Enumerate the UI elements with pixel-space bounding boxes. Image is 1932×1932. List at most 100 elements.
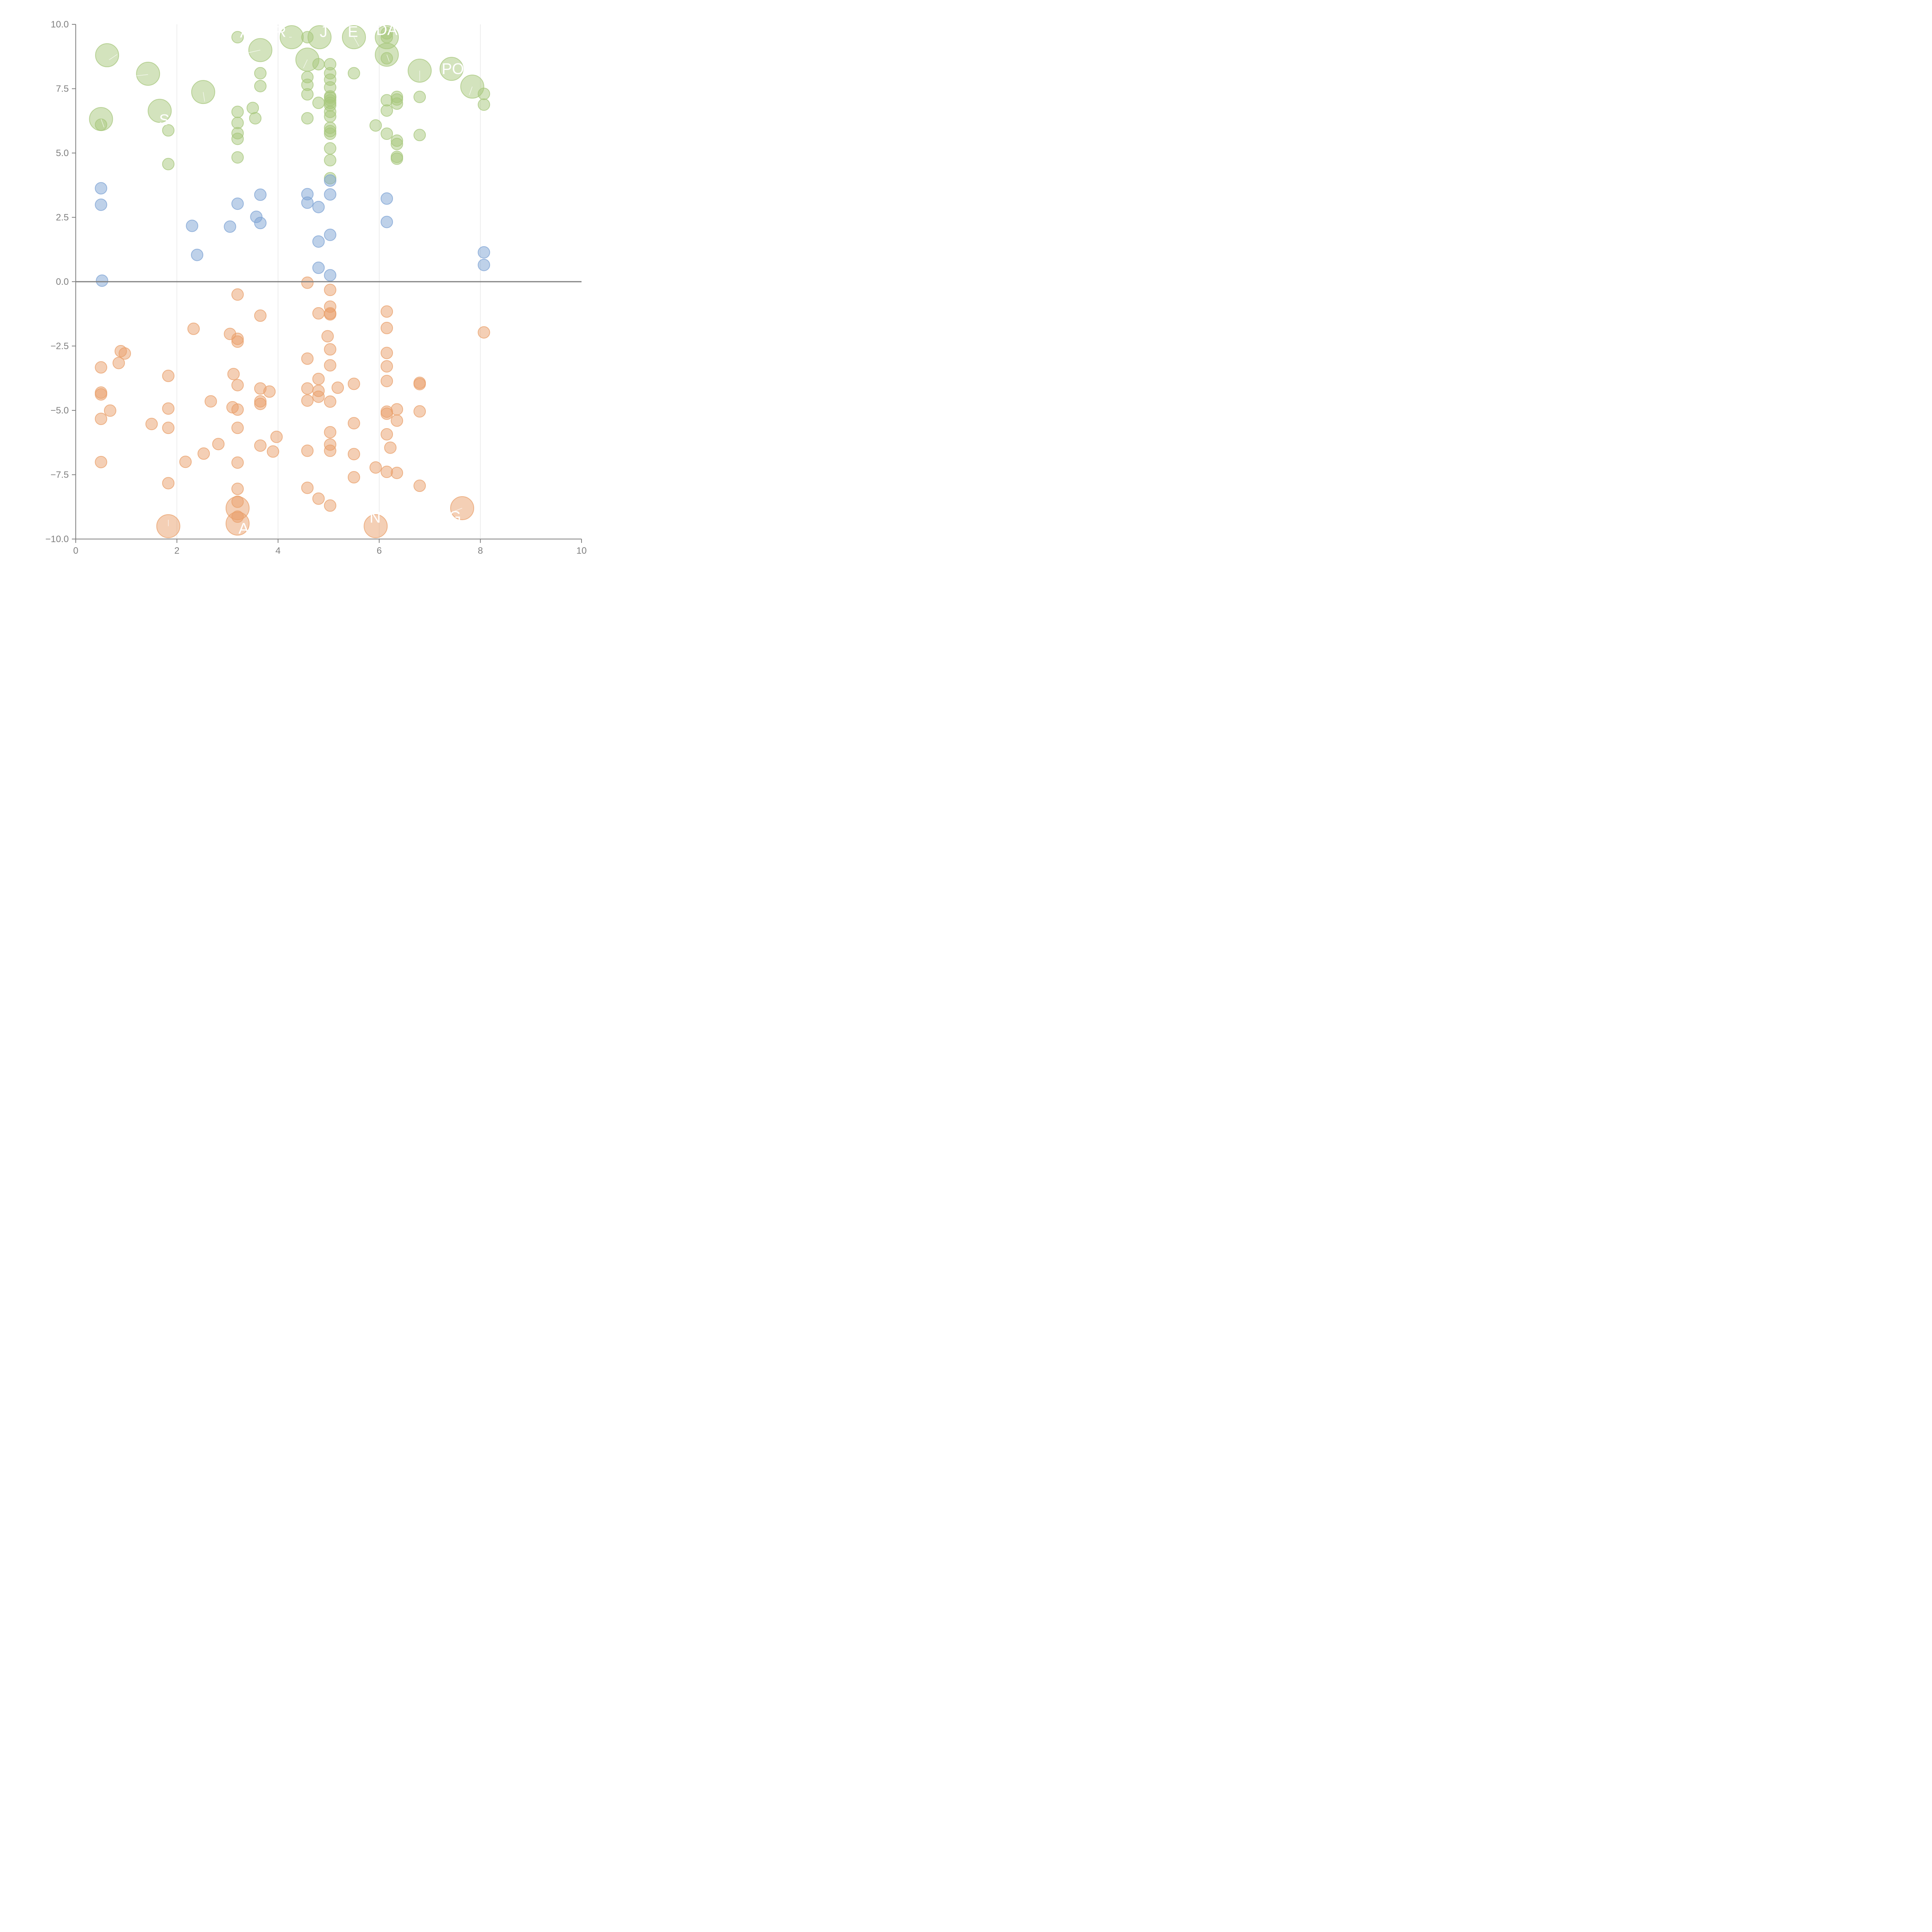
green-bubble — [231, 105, 244, 118]
orange-bubble — [384, 441, 397, 454]
x-tick-label: 10 — [577, 546, 587, 556]
blue-bubble — [324, 174, 337, 187]
label-leader-line — [452, 508, 463, 512]
green-bubble — [324, 128, 337, 140]
orange-bubble — [231, 483, 244, 495]
bubble-label: A — [238, 520, 249, 537]
orange-bubble — [369, 461, 382, 474]
green-bubble — [231, 151, 244, 164]
x-tick-label: 8 — [478, 546, 483, 556]
orange-bubble — [204, 395, 217, 408]
orange-bubble — [267, 445, 279, 458]
y-tick-label: 7.5 — [56, 84, 69, 94]
bubble-label: A — [240, 24, 250, 41]
orange-bubble — [145, 418, 158, 430]
chart-svg: A R J E DA POW S A N G 0 2 4 6 8 10 10.0 7.5 5.0 2.5 0.0 −2.5… — [45, 19, 587, 556]
blue-bubble — [95, 198, 107, 211]
orange-bubble — [312, 492, 325, 505]
orange-bubble — [301, 394, 314, 407]
y-tick-label: 10.0 — [51, 19, 69, 30]
orange-bubble — [301, 352, 314, 365]
y-tick-label: 0.0 — [56, 277, 69, 287]
orange-bubble — [381, 360, 393, 373]
orange-bubble — [270, 430, 283, 443]
blue-bubble — [324, 269, 337, 282]
green-bubble — [301, 88, 314, 101]
orange-bubble — [212, 438, 225, 451]
blue-bubble — [312, 201, 325, 213]
orange-bubble — [324, 444, 337, 457]
green-bubble — [254, 67, 267, 80]
orange-bubble — [118, 347, 131, 360]
blue-bubble — [186, 219, 199, 232]
orange-bubble — [95, 388, 107, 401]
orange-bubble — [324, 284, 337, 296]
orange-bubble — [312, 390, 325, 403]
orange-bubble — [347, 417, 360, 430]
green-bubble — [413, 129, 426, 141]
orange-bubble — [391, 466, 403, 479]
label-leader-line — [109, 54, 117, 60]
orange-bubble — [413, 480, 426, 492]
orange-bubble — [231, 288, 244, 301]
green-bubble — [249, 112, 262, 125]
green-bubble — [347, 67, 360, 80]
orange-bubble — [301, 444, 314, 457]
orange-bubble — [263, 385, 276, 398]
orange-bubble — [324, 343, 337, 356]
green-bubble — [391, 97, 403, 110]
orange-bubble — [332, 381, 344, 394]
bubble-label: DA — [376, 21, 398, 38]
orange-bubble — [95, 412, 107, 425]
green-bubble — [95, 43, 119, 67]
bubble-label: POW — [442, 61, 479, 78]
orange-bubble — [478, 326, 490, 339]
bubble-chart: A R J E DA POW S A N G 0 2 4 6 8 10 10.0 7.5 5.0 2.5 0.0 −2.5… — [0, 0, 603, 604]
green-bubble — [381, 104, 393, 117]
orange-bubble — [254, 309, 267, 322]
label-leader-line — [386, 54, 390, 62]
green-bubble — [247, 102, 259, 114]
blue-bubble — [254, 217, 267, 230]
orange-bubble — [187, 322, 200, 335]
orange-bubble — [162, 477, 175, 490]
x-tick-label: 6 — [377, 546, 382, 556]
bubble-label: G — [449, 508, 461, 525]
bubble-label: N — [369, 509, 381, 526]
orange-bubble — [301, 276, 314, 289]
orange-bubble — [391, 403, 403, 416]
orange-bubble — [381, 321, 393, 334]
green-bubble — [413, 90, 426, 103]
green-bubble — [301, 112, 314, 125]
bubble-label: E — [348, 24, 358, 41]
green-bubble — [375, 43, 399, 67]
orange-bubble — [162, 369, 175, 382]
orange-bubble — [162, 402, 175, 415]
label-leader-line — [136, 74, 148, 76]
y-tick-label: −7.5 — [51, 470, 69, 480]
orange-bubble — [347, 448, 360, 461]
green-bubble — [162, 124, 175, 137]
orange-bubble — [413, 378, 426, 391]
orange-bubble — [324, 308, 337, 321]
label-leader-line — [248, 50, 260, 53]
orange-bubble — [254, 398, 267, 410]
orange-bubble — [231, 379, 244, 391]
orange-bubble — [197, 447, 210, 460]
blue-bubble — [324, 228, 337, 241]
label-leader-line — [100, 119, 104, 128]
green-bubble — [381, 128, 393, 140]
orange-bubble — [347, 471, 360, 484]
blue-bubble — [478, 246, 490, 259]
label-leader-line — [303, 59, 308, 68]
orange-bubble — [227, 368, 240, 381]
green-bubble — [391, 138, 403, 150]
orange-bubble — [321, 330, 334, 343]
green-bubble — [439, 57, 464, 81]
blue-bubble — [381, 192, 393, 205]
blue-bubble — [312, 262, 325, 274]
green-bubble — [254, 80, 267, 92]
orange-bubble — [301, 481, 314, 494]
orange-bubble — [225, 512, 250, 536]
blue-bubble — [231, 197, 244, 210]
